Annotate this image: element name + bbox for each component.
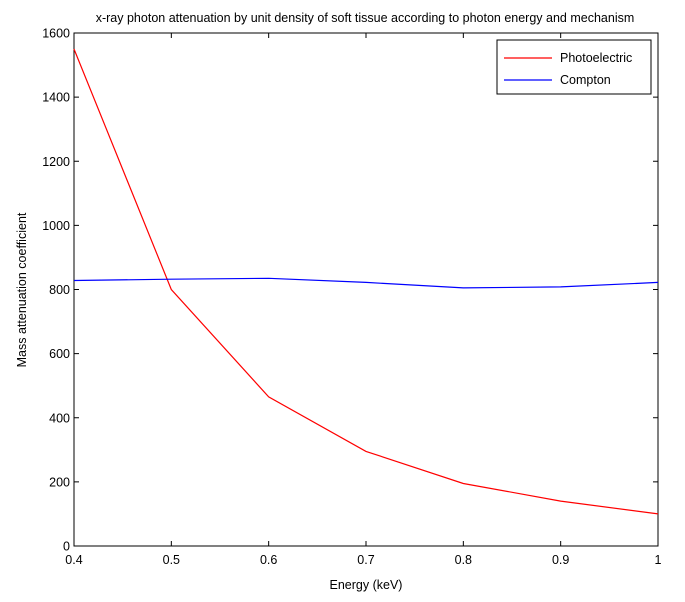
legend: Photoelectric Compton (496, 39, 652, 95)
y-tick-label: 400 (49, 411, 70, 425)
x-tick-label: 0.8 (455, 553, 472, 567)
y-tick-label: 0 (63, 540, 70, 554)
series-line-photoelectric (73, 48, 659, 515)
y-tick-label: 200 (49, 475, 70, 489)
series-line-compton (73, 277, 659, 289)
legend-box (496, 39, 652, 95)
x-tick-label: 0.5 (163, 553, 180, 567)
legend-label-photoelectric: Photoelectric (560, 51, 632, 65)
chart-title: x-ray photon attenuation by unit density… (96, 11, 635, 25)
x-tick-label: 0.7 (357, 553, 374, 567)
x-tick-label: 1 (655, 553, 662, 567)
legend-label-compton: Compton (560, 73, 611, 87)
x-tick-label: 0.4 (65, 553, 82, 567)
y-tick-label: 600 (49, 347, 70, 361)
x-tick-label: 0.9 (552, 553, 569, 567)
y-tick-label: 800 (49, 283, 70, 297)
y-axis-label: Mass attenuation coefficient (15, 212, 29, 367)
y-tick-label: 1000 (42, 219, 70, 233)
x-tick-label: 0.6 (260, 553, 277, 567)
y-tick-label: 1400 (42, 91, 70, 105)
series-layer (73, 48, 659, 515)
x-axis-label: Energy (keV) (330, 578, 403, 592)
ticks-layer: 0.4 0.5 0.6 0.7 0.8 0.9 1 0 200 400 600 800 1000 1200… (42, 27, 661, 568)
plot-area (73, 32, 659, 547)
y-tick-label: 1200 (42, 155, 70, 169)
y-tick-label: 1600 (42, 27, 70, 41)
